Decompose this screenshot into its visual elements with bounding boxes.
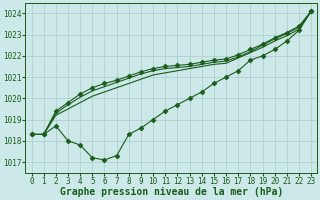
X-axis label: Graphe pression niveau de la mer (hPa): Graphe pression niveau de la mer (hPa): [60, 187, 283, 197]
